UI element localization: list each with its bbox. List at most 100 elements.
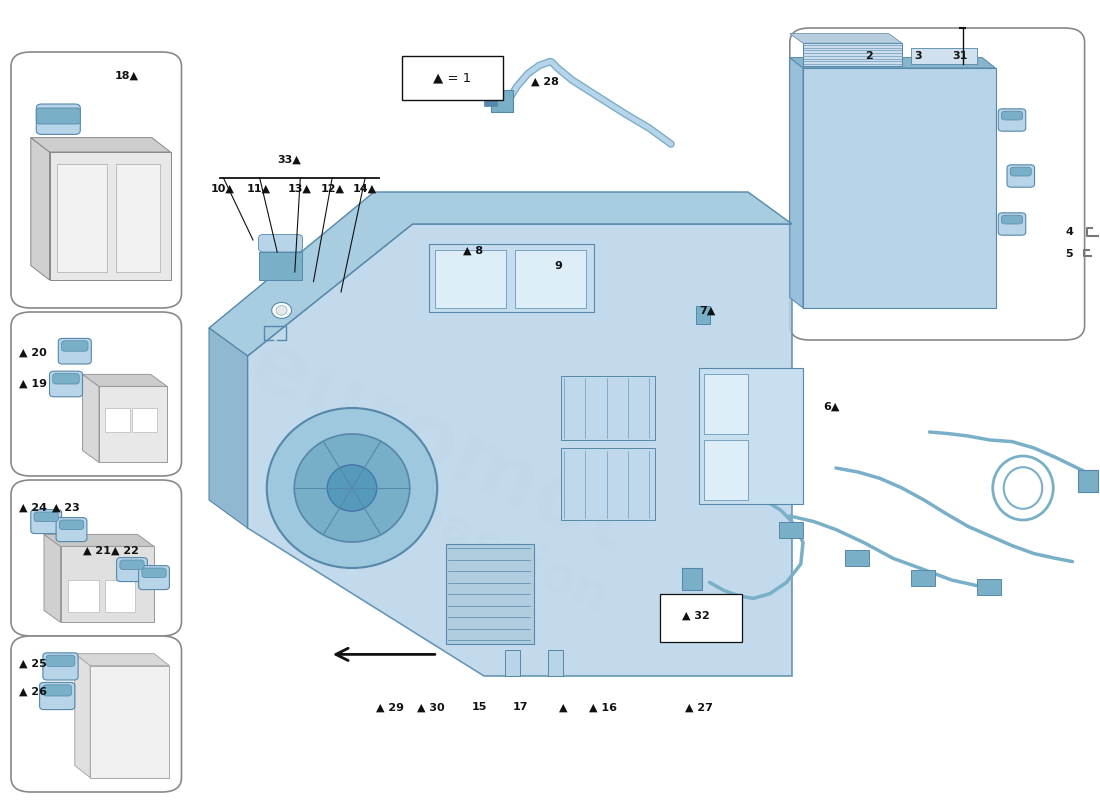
FancyBboxPatch shape xyxy=(11,480,182,636)
FancyBboxPatch shape xyxy=(429,244,594,312)
Text: 14▲: 14▲ xyxy=(353,184,377,194)
Text: a passion: a passion xyxy=(353,466,615,622)
Text: 17: 17 xyxy=(513,702,528,712)
FancyBboxPatch shape xyxy=(11,312,182,476)
FancyBboxPatch shape xyxy=(40,682,75,710)
FancyBboxPatch shape xyxy=(704,374,748,434)
FancyBboxPatch shape xyxy=(142,568,166,578)
Text: ▲ = 1: ▲ = 1 xyxy=(433,72,471,85)
FancyBboxPatch shape xyxy=(104,408,130,432)
Polygon shape xyxy=(44,534,60,622)
Text: ▲ 24: ▲ 24 xyxy=(19,503,47,513)
FancyBboxPatch shape xyxy=(561,376,654,440)
FancyBboxPatch shape xyxy=(682,568,702,590)
FancyBboxPatch shape xyxy=(977,579,1001,595)
FancyBboxPatch shape xyxy=(434,250,506,308)
FancyBboxPatch shape xyxy=(505,650,520,676)
Text: 33▲: 33▲ xyxy=(277,155,301,165)
Text: 13▲: 13▲ xyxy=(287,184,311,194)
Polygon shape xyxy=(209,328,248,528)
FancyBboxPatch shape xyxy=(99,386,167,462)
FancyBboxPatch shape xyxy=(515,250,586,308)
FancyBboxPatch shape xyxy=(31,510,62,534)
Ellipse shape xyxy=(328,465,376,511)
Text: ▲: ▲ xyxy=(559,702,568,712)
FancyBboxPatch shape xyxy=(1002,215,1023,224)
FancyBboxPatch shape xyxy=(117,558,147,582)
Ellipse shape xyxy=(272,302,292,318)
Polygon shape xyxy=(31,138,50,280)
FancyBboxPatch shape xyxy=(698,368,803,504)
Polygon shape xyxy=(75,654,169,666)
Text: ▲ 23: ▲ 23 xyxy=(52,503,80,513)
FancyBboxPatch shape xyxy=(50,152,170,280)
Text: ▲ 16: ▲ 16 xyxy=(588,702,617,712)
Text: ▲ 25: ▲ 25 xyxy=(19,659,47,669)
FancyBboxPatch shape xyxy=(1008,165,1035,187)
FancyBboxPatch shape xyxy=(36,104,80,134)
FancyBboxPatch shape xyxy=(59,520,84,530)
Polygon shape xyxy=(82,374,167,386)
Polygon shape xyxy=(75,654,90,778)
FancyBboxPatch shape xyxy=(561,448,654,520)
Text: ▲ 20: ▲ 20 xyxy=(19,348,47,358)
Text: 15: 15 xyxy=(472,702,487,712)
FancyBboxPatch shape xyxy=(803,68,996,308)
FancyBboxPatch shape xyxy=(803,43,902,66)
Text: ▲ 21: ▲ 21 xyxy=(82,546,111,555)
Text: 10▲: 10▲ xyxy=(210,184,234,194)
FancyBboxPatch shape xyxy=(790,28,1085,340)
FancyBboxPatch shape xyxy=(402,56,503,100)
Text: euromot: euromot xyxy=(235,323,645,573)
Ellipse shape xyxy=(295,434,409,542)
Text: ▲ 8: ▲ 8 xyxy=(463,246,483,255)
Polygon shape xyxy=(44,534,154,546)
FancyBboxPatch shape xyxy=(446,544,534,644)
Text: 5: 5 xyxy=(1066,250,1072,259)
FancyBboxPatch shape xyxy=(139,566,169,590)
FancyBboxPatch shape xyxy=(43,653,78,680)
Text: 2: 2 xyxy=(865,51,873,61)
Text: ▲ 27: ▲ 27 xyxy=(684,702,713,712)
FancyBboxPatch shape xyxy=(60,546,154,622)
Polygon shape xyxy=(31,138,170,152)
FancyBboxPatch shape xyxy=(660,594,743,642)
Polygon shape xyxy=(209,192,792,356)
FancyBboxPatch shape xyxy=(911,570,935,586)
Text: 31: 31 xyxy=(953,51,968,61)
FancyBboxPatch shape xyxy=(57,164,107,272)
Polygon shape xyxy=(82,374,99,462)
FancyBboxPatch shape xyxy=(53,374,79,384)
FancyBboxPatch shape xyxy=(911,48,977,64)
Text: 7▲: 7▲ xyxy=(700,306,715,315)
Text: 9: 9 xyxy=(554,261,563,270)
FancyBboxPatch shape xyxy=(34,512,58,522)
Text: 3: 3 xyxy=(915,51,922,61)
FancyBboxPatch shape xyxy=(1002,111,1023,120)
Text: 12▲: 12▲ xyxy=(320,184,344,194)
FancyBboxPatch shape xyxy=(11,52,182,308)
FancyBboxPatch shape xyxy=(104,580,135,612)
Polygon shape xyxy=(790,58,996,68)
FancyBboxPatch shape xyxy=(62,341,88,351)
FancyBboxPatch shape xyxy=(484,94,497,106)
FancyBboxPatch shape xyxy=(258,252,303,280)
FancyBboxPatch shape xyxy=(58,338,91,364)
FancyBboxPatch shape xyxy=(1078,470,1098,492)
FancyBboxPatch shape xyxy=(50,371,82,397)
Text: 4: 4 xyxy=(1065,227,1074,237)
FancyBboxPatch shape xyxy=(696,306,710,324)
FancyBboxPatch shape xyxy=(68,580,99,612)
FancyBboxPatch shape xyxy=(120,560,144,570)
FancyBboxPatch shape xyxy=(56,518,87,542)
Text: ▲ 29: ▲ 29 xyxy=(376,702,405,712)
Text: ▲ 26: ▲ 26 xyxy=(19,687,47,697)
FancyBboxPatch shape xyxy=(999,109,1026,131)
FancyBboxPatch shape xyxy=(1011,167,1032,176)
Ellipse shape xyxy=(266,408,438,568)
Polygon shape xyxy=(790,58,803,308)
FancyBboxPatch shape xyxy=(258,234,303,252)
FancyBboxPatch shape xyxy=(779,522,803,538)
FancyBboxPatch shape xyxy=(548,650,563,676)
FancyBboxPatch shape xyxy=(46,655,75,666)
